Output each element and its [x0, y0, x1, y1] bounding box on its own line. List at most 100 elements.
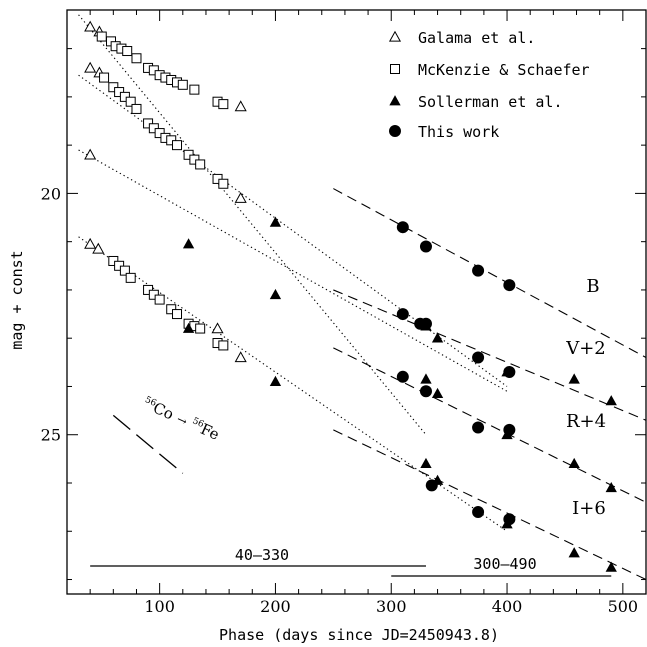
data-point	[605, 395, 617, 406]
data-point	[419, 385, 432, 398]
x-tick-label: 200	[260, 597, 291, 616]
data-point	[182, 322, 195, 333]
x-tick-label: 100	[144, 597, 175, 616]
data-point	[568, 457, 580, 469]
legend-marker	[388, 30, 402, 42]
data-point	[172, 309, 183, 320]
plot-frame	[66, 9, 647, 595]
dotted-fit-line	[78, 149, 508, 392]
dashed-fit-line	[333, 429, 647, 581]
data-point	[396, 370, 409, 383]
dashed-fit-line	[333, 347, 647, 503]
axes	[66, 9, 647, 595]
range-label-300-490: 300–490	[473, 555, 536, 573]
legend-marker	[389, 95, 401, 106]
dashed-fit-line	[333, 289, 647, 421]
series-3	[396, 221, 516, 526]
x-tick-label: 400	[492, 597, 523, 616]
data-point	[182, 238, 195, 249]
data-point	[503, 279, 516, 292]
data-point	[92, 242, 105, 254]
data-point	[425, 479, 438, 492]
data-point	[195, 323, 206, 334]
data-point	[84, 61, 97, 73]
data-point	[234, 351, 247, 363]
band-label-b: B	[586, 276, 599, 297]
data-point	[431, 387, 444, 399]
data-point	[195, 159, 206, 170]
data-point	[420, 457, 432, 469]
data-point	[131, 53, 142, 64]
annotation-co-mass: 56	[143, 395, 158, 409]
data-point	[189, 84, 200, 95]
legend-label-galama: Galama et al.	[418, 29, 535, 47]
data-point	[472, 264, 485, 277]
data-point	[119, 265, 130, 276]
data-point	[419, 317, 432, 330]
legend-label-mckenzie: McKenzie & Schaefer	[418, 61, 590, 79]
legend-marker	[389, 125, 401, 137]
data-points	[84, 20, 617, 572]
legend-label-sollerman: Sollerman et al.	[418, 93, 563, 111]
dotted-fit-line	[78, 14, 427, 436]
data-point	[503, 423, 516, 436]
data-point	[568, 373, 580, 384]
series-0	[84, 20, 247, 363]
series-2	[182, 216, 617, 572]
x-tick-label: 500	[608, 597, 639, 616]
band-label-i: I+6	[572, 498, 606, 519]
data-point	[420, 373, 432, 384]
data-point	[122, 46, 133, 57]
tick-labels: 100 200 300 400 500 20 25	[41, 184, 638, 616]
data-point	[131, 103, 142, 114]
data-point	[96, 31, 107, 42]
dotted-fit-line	[78, 236, 508, 532]
data-point	[125, 96, 136, 107]
data-point	[99, 72, 110, 83]
data-point	[269, 288, 282, 300]
data-point	[269, 375, 282, 386]
data-point	[568, 547, 580, 558]
data-point	[503, 365, 516, 378]
series-1	[96, 31, 229, 351]
data-point	[269, 216, 282, 227]
data-point	[605, 561, 617, 572]
data-point	[125, 272, 136, 283]
data-point	[472, 505, 485, 518]
dashed-fit-line	[333, 188, 647, 358]
x-axis-label: Phase (days since JD=2450943.8)	[219, 626, 499, 644]
data-point	[472, 351, 485, 364]
y-tick-label: 25	[41, 426, 61, 445]
data-point	[234, 192, 247, 203]
data-point	[503, 513, 516, 526]
data-point	[396, 221, 409, 234]
data-point	[218, 99, 229, 110]
data-point	[211, 322, 224, 334]
data-point	[605, 481, 617, 493]
annotation-fe-mass: 56	[191, 416, 206, 430]
data-point	[154, 294, 165, 305]
legend: Galama et al. McKenzie & Schaefer Soller…	[388, 29, 590, 141]
data-point	[218, 178, 229, 189]
decay-annotation: 56 Co → 56 Fe	[112, 395, 222, 474]
legend-markers	[388, 30, 402, 137]
band-label-v: V+2	[565, 338, 606, 359]
dotted-fit-line	[78, 74, 508, 387]
x-tick-label: 300	[376, 597, 407, 616]
data-point	[419, 240, 432, 253]
data-point	[431, 332, 444, 343]
range-label-40-330: 40–330	[235, 546, 289, 564]
legend-marker	[390, 64, 400, 74]
data-point	[84, 148, 97, 160]
decay-slope-line	[112, 414, 184, 474]
data-point	[177, 79, 188, 90]
annotation-arrow: →	[175, 412, 190, 429]
band-label-r: R+4	[566, 411, 606, 432]
legend-label-this-work: This work	[418, 123, 499, 141]
data-point	[396, 308, 409, 321]
y-tick-label: 20	[41, 184, 61, 203]
data-point	[84, 237, 97, 249]
data-point	[234, 100, 247, 112]
data-point	[172, 140, 183, 151]
